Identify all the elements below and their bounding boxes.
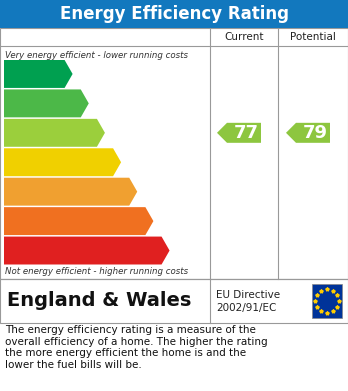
Text: Very energy efficient - lower running costs: Very energy efficient - lower running co… [5,50,188,59]
Text: D: D [115,153,129,171]
Text: F: F [149,212,160,230]
Polygon shape [286,123,330,143]
Text: England & Wales: England & Wales [7,292,191,310]
Text: Energy Efficiency Rating: Energy Efficiency Rating [60,5,288,23]
Bar [0,279,348,323]
Bar [0,28,348,279]
Text: (21-38): (21-38) [9,217,41,226]
Text: (39-54): (39-54) [9,187,41,196]
Text: (55-68): (55-68) [9,158,41,167]
Polygon shape [4,207,153,235]
Text: Current: Current [224,32,264,42]
Text: Potential: Potential [290,32,336,42]
Text: (92-100): (92-100) [9,70,46,79]
Polygon shape [4,178,137,206]
Polygon shape [4,148,121,176]
Text: B: B [84,94,96,112]
Polygon shape [4,119,105,147]
Polygon shape [4,60,73,88]
Text: (1-20): (1-20) [9,246,35,255]
Bar [312,284,342,318]
Text: EU Directive: EU Directive [216,290,280,300]
Text: C: C [100,124,112,142]
Text: 79: 79 [302,124,327,142]
Text: Not energy efficient - higher running costs: Not energy efficient - higher running co… [5,267,188,276]
Polygon shape [4,90,89,117]
Polygon shape [4,237,169,264]
Polygon shape [217,123,261,143]
Text: (81-91): (81-91) [9,99,41,108]
Text: E: E [133,183,144,201]
Text: A: A [67,65,80,83]
Text: 2002/91/EC: 2002/91/EC [216,303,276,313]
Text: The energy efficiency rating is a measure of the
overall efficiency of a home. T: The energy efficiency rating is a measur… [5,325,268,370]
Text: (69-80): (69-80) [9,128,41,137]
Text: G: G [164,242,177,260]
Bar [0,0,348,28]
Text: 77: 77 [234,124,259,142]
